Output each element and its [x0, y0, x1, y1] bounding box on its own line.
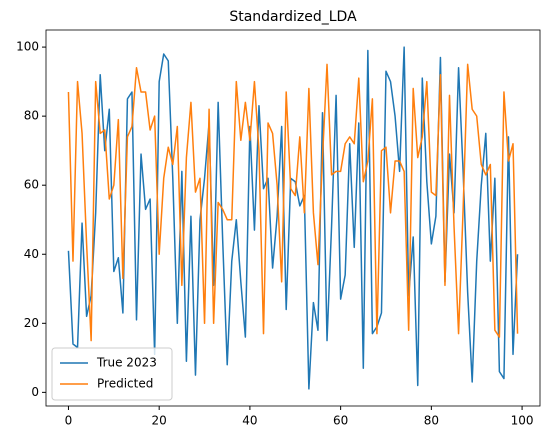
x-tick-label: 20	[152, 414, 167, 428]
line-series	[67, 63, 519, 342]
x-tick-label: 60	[333, 414, 348, 428]
legend-label: Predicted	[97, 377, 153, 391]
x-tick-label: 80	[424, 414, 439, 428]
plot-frame	[45, 29, 541, 407]
y-tick-label: 40	[24, 247, 39, 261]
legend-box	[51, 347, 173, 401]
x-tick-label: 0	[65, 414, 73, 428]
chart-title: Standardized_LDA	[229, 9, 357, 25]
y-tick-label: 0	[31, 385, 39, 399]
x-tick-label: 40	[242, 414, 257, 428]
y-tick-label: 20	[24, 316, 39, 330]
x-tick-label: 100	[511, 414, 534, 428]
legend-label: True 2023	[96, 356, 157, 370]
y-tick-label: 60	[24, 178, 39, 192]
y-tick-label: 100	[16, 40, 39, 54]
y-tick-label: 80	[24, 109, 39, 123]
